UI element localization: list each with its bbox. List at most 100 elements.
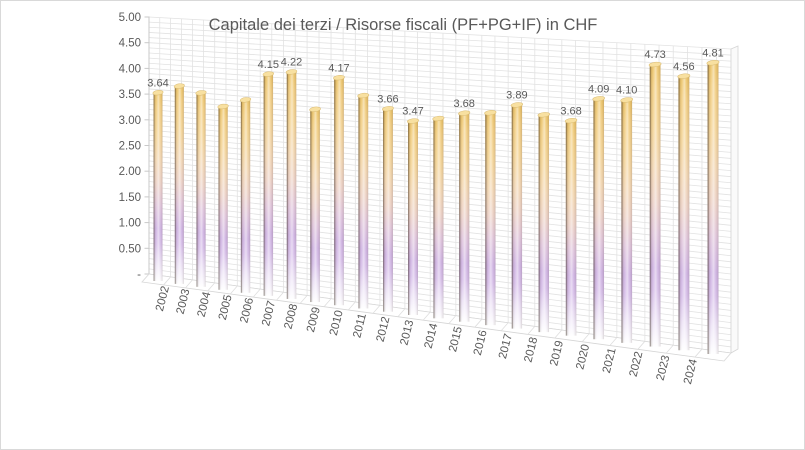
bar-shading [511,104,523,329]
bar-cap [173,83,185,89]
bar-cap [217,103,229,110]
bar-shading [678,75,690,351]
gridline [148,88,732,135]
bar-cap [195,90,207,96]
data-label: 3.47 [402,106,423,118]
bar-shading [649,64,661,347]
bar-cap [706,60,720,66]
x-axis-label: 2018 [523,336,541,364]
bar-shading [593,98,605,340]
data-label: 3.89 [506,90,527,102]
bar-cap [309,106,321,112]
bar-shading [310,108,320,303]
data-label: 3.64 [147,77,168,89]
x-axis-label: 2005 [217,294,235,322]
data-label: 4.56 [673,61,694,73]
bar-cap [262,71,274,77]
y-axis-label: 1.50 [119,192,141,204]
bar-shading [218,106,228,290]
bar-cap [677,73,691,79]
gridline [148,26,732,62]
bar-shading [286,71,297,299]
gridline [148,52,732,92]
gridline [148,62,732,105]
bar-cap [152,90,164,96]
gridline [148,32,732,68]
gridline [148,42,732,80]
bar-shading [153,92,163,281]
data-label: 4.09 [588,83,609,95]
gridline [148,73,732,117]
bar-cap [592,96,605,102]
x-axis-labels: 2002 2003 2004 2005 2006 2007 2008 2009 2010 2011… [154,285,700,386]
bar-shading [707,62,719,355]
x-axis-label: 2006 [238,297,256,325]
bar-shading [196,92,206,287]
bar-cap [537,112,550,118]
gridline [148,57,732,99]
bar-shading [485,112,496,326]
bars [152,60,720,355]
bar-cap [333,75,345,81]
x-axis-label: 2015 [447,326,465,354]
x-axis-label: 2023 [655,354,673,382]
bar-shading [263,73,274,296]
bar-shading [621,99,633,343]
x-axis-label: 2022 [628,350,646,378]
x-axis-label: 2004 [196,290,214,318]
x-axis-label: 2011 [351,312,369,339]
bar-cap [648,61,662,68]
data-label: 4.81 [702,47,723,59]
x-axis-label: 2014 [423,322,441,350]
bar-shading [240,99,251,293]
data-label: 4.17 [328,62,349,74]
bar-cap [357,92,370,99]
y-axis-label: 4.00 [119,63,141,75]
y-axis-label: 1.00 [119,218,141,230]
x-axis-label: 2010 [328,309,346,337]
y-axis-label: 3.50 [119,89,141,101]
data-label: 3.66 [377,93,398,105]
data-label: 3.68 [453,98,474,110]
bar-shading [565,120,577,336]
bar-shading [408,120,418,315]
x-axis-label: 2009 [305,306,323,334]
bar-shading [334,77,344,306]
x-axis-label: 2007 [260,300,278,328]
bar-shading [538,114,550,333]
x-axis-label: 2012 [375,316,393,344]
y-axis-label: 2.50 [119,141,141,153]
bar-cap [510,102,523,108]
axis-lines [144,16,150,275]
data-label: 4.22 [281,57,302,69]
gridline [148,83,732,129]
x-axis-label: 2024 [682,357,700,385]
x-axis-label: 2016 [472,329,490,357]
bar-cap [285,69,298,75]
bar-shading [174,85,184,284]
x-axis-label: 2003 [175,288,193,316]
y-axis-labels: 5.00 4.50 4.00 3.50 3.00 2.50 2.00 1.50 1.00 0.50… [119,12,142,281]
bar-cap [458,110,471,116]
x-axis-label: 2008 [283,303,301,331]
y-axis-label: 4.50 [119,38,141,50]
gridline [148,21,732,56]
bar-cap [239,97,252,103]
x-axis-label: 2017 [497,332,515,360]
bar-cap [620,97,633,103]
y-axis-label: 0.50 [119,243,141,255]
bar-cap [432,115,445,122]
bar-shading [358,95,369,309]
bar-shading [383,108,393,312]
y-axis-label: 3.00 [119,115,141,127]
data-label: 3.68 [560,105,581,117]
data-label: 4.10 [616,85,637,97]
chart-title: Capitale dei terzi / Risorse fiscali (PF… [209,16,598,34]
plot-area: 3.64 4.15 4.22 4.17 3.66 3.47 3.68 3.89 3.68 4.09… [119,12,739,386]
gridline [148,68,732,111]
gridline [148,37,732,74]
bar-cap [407,118,419,124]
x-axis-label: 2019 [548,339,566,367]
